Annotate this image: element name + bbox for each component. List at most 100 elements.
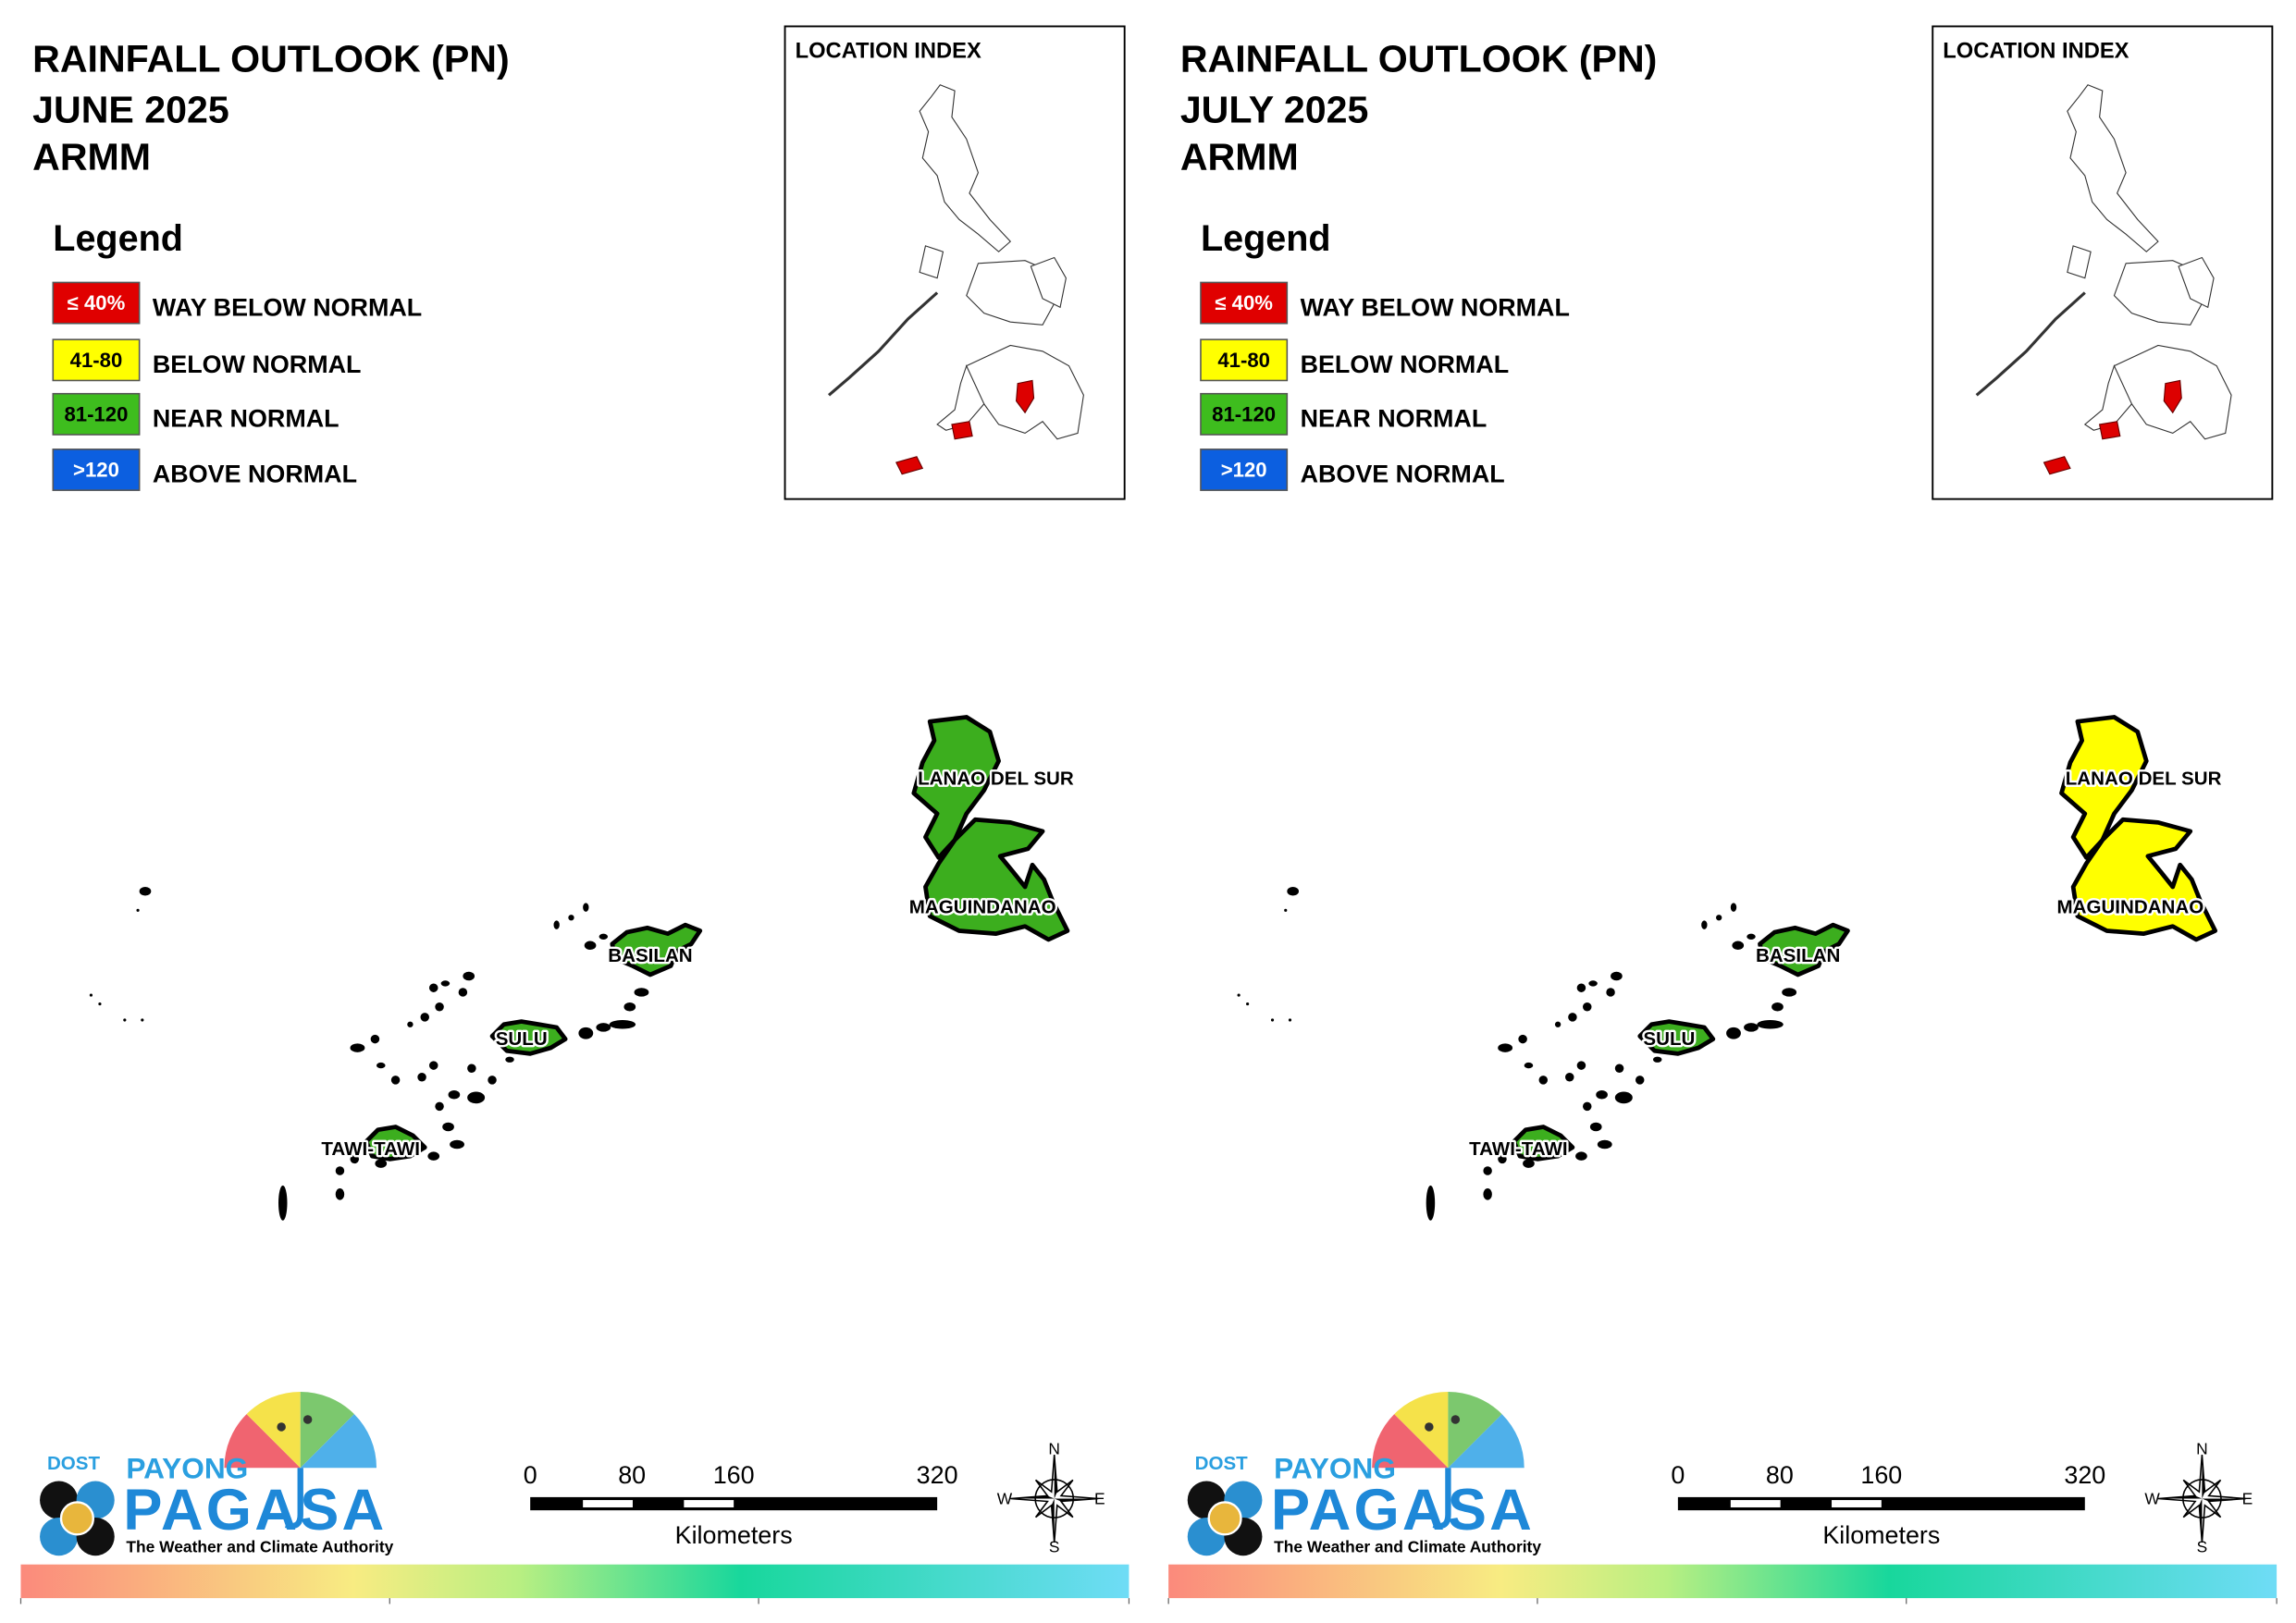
islet	[440, 980, 451, 987]
title-line: RAINFALL OUTLOOK (PN)	[32, 37, 510, 80]
legend-swatch-label: 81-120	[1212, 402, 1276, 425]
scale-bar-segment	[1832, 1500, 1882, 1507]
title-line: JUNE 2025	[32, 89, 229, 131]
islet	[407, 1021, 414, 1027]
islet	[1597, 1139, 1612, 1150]
islet	[1652, 1056, 1662, 1063]
islet	[568, 915, 574, 921]
islet	[584, 941, 597, 951]
islet	[488, 1076, 497, 1085]
islet	[1583, 1101, 1592, 1112]
islet	[623, 1002, 636, 1012]
islet	[1498, 1043, 1513, 1052]
islet	[350, 1043, 365, 1052]
scale-tick-label: 80	[618, 1461, 646, 1489]
legend-swatch-label: 41-80	[70, 349, 123, 372]
umbrella-panel	[1394, 1391, 1449, 1469]
islet	[1589, 1122, 1602, 1132]
scale-bar-segment	[1730, 1500, 1781, 1507]
scale-tick-label: 320	[917, 1461, 958, 1489]
islet	[467, 1091, 486, 1104]
compass-point	[2202, 1498, 2246, 1502]
legend-swatch	[1200, 338, 1289, 382]
umbrella-panel	[1448, 1391, 1502, 1469]
title-line: RAINFALL OUTLOOK (PN)	[1180, 37, 1658, 80]
islet	[1730, 903, 1737, 912]
islet	[1614, 1091, 1633, 1104]
islet	[428, 1061, 438, 1070]
region-shape	[489, 1019, 568, 1056]
islet	[435, 1002, 444, 1012]
emblem-seal	[59, 1501, 94, 1536]
region-label: TAWI-TAWI	[321, 1138, 420, 1160]
compass-ring	[1034, 1479, 1075, 1518]
islet	[448, 1089, 461, 1100]
legend-label: NEAR NORMAL	[1301, 405, 1487, 433]
logo-tagline: The Weather and Climate Authority	[1274, 1538, 1541, 1556]
islet	[1483, 1187, 1492, 1200]
islet	[375, 1159, 388, 1168]
islet	[278, 1185, 288, 1221]
islet	[1747, 933, 1756, 940]
legend-label: BELOW NORMAL	[1301, 350, 1510, 378]
legend-swatch	[1200, 281, 1289, 325]
legend-swatch	[52, 392, 141, 436]
islet	[139, 886, 152, 896]
islet	[1757, 1020, 1784, 1029]
islet	[1701, 920, 1708, 929]
region-label: SULU	[1643, 1028, 1695, 1050]
title-line: ARMM	[32, 135, 151, 178]
islet	[1287, 886, 1299, 896]
region-label: MAGUINDANAO	[2056, 897, 2203, 918]
legend-label: BELOW NORMAL	[153, 350, 362, 378]
title-line: ARMM	[1180, 135, 1299, 178]
region-label: TAWI-TAWI	[1469, 1138, 1568, 1160]
compass-s: S	[2197, 1538, 2208, 1556]
compass-point	[1010, 1495, 1055, 1499]
emblem-seal	[1207, 1501, 1242, 1536]
logo-agency: DOST	[47, 1453, 101, 1474]
umbrella-eye	[277, 1422, 286, 1432]
compass-e: E	[1094, 1489, 1105, 1507]
islet	[1726, 1027, 1741, 1039]
islet	[1554, 1021, 1562, 1027]
islet	[1565, 1072, 1574, 1082]
islet	[1524, 1062, 1534, 1069]
islet	[1538, 1076, 1549, 1085]
islet	[1518, 1034, 1527, 1044]
islet	[428, 983, 438, 992]
islet	[578, 1027, 594, 1039]
compass-point	[2199, 1498, 2203, 1543]
scale-tick-label: 0	[1671, 1461, 1685, 1489]
islet	[450, 1139, 464, 1150]
compass-point	[2157, 1495, 2203, 1499]
color-strip	[20, 1564, 1129, 1599]
legend-swatch-label: ≤ 40%	[68, 291, 126, 314]
compass-point	[1051, 1498, 1055, 1543]
islet	[1596, 1089, 1608, 1100]
legend-label: ABOVE NORMAL	[1301, 461, 1505, 488]
islet	[141, 1018, 144, 1022]
islet	[1614, 1064, 1624, 1073]
tawi-highlight	[2043, 456, 2071, 475]
region-label: MAGUINDANAO	[909, 897, 1056, 918]
color-strip	[1168, 1564, 2277, 1599]
islet	[1284, 908, 1288, 912]
scale-bar-segment	[684, 1500, 734, 1507]
region-shape	[1637, 1019, 1716, 1056]
islet	[1237, 993, 1241, 997]
legend-title: Legend	[1201, 218, 1331, 259]
logo-brand: PAGASA	[123, 1478, 387, 1543]
umbrella-eye	[1450, 1415, 1461, 1424]
legend-label: NEAR NORMAL	[153, 405, 339, 433]
islet	[376, 1062, 386, 1069]
region-shape	[2070, 817, 2218, 942]
samar-outline	[2178, 256, 2215, 309]
islet	[1575, 1151, 1587, 1161]
region-label: BASILAN	[608, 945, 692, 966]
islet	[123, 1018, 127, 1022]
islet	[1568, 1013, 1577, 1022]
legend-title: Legend	[53, 218, 183, 259]
